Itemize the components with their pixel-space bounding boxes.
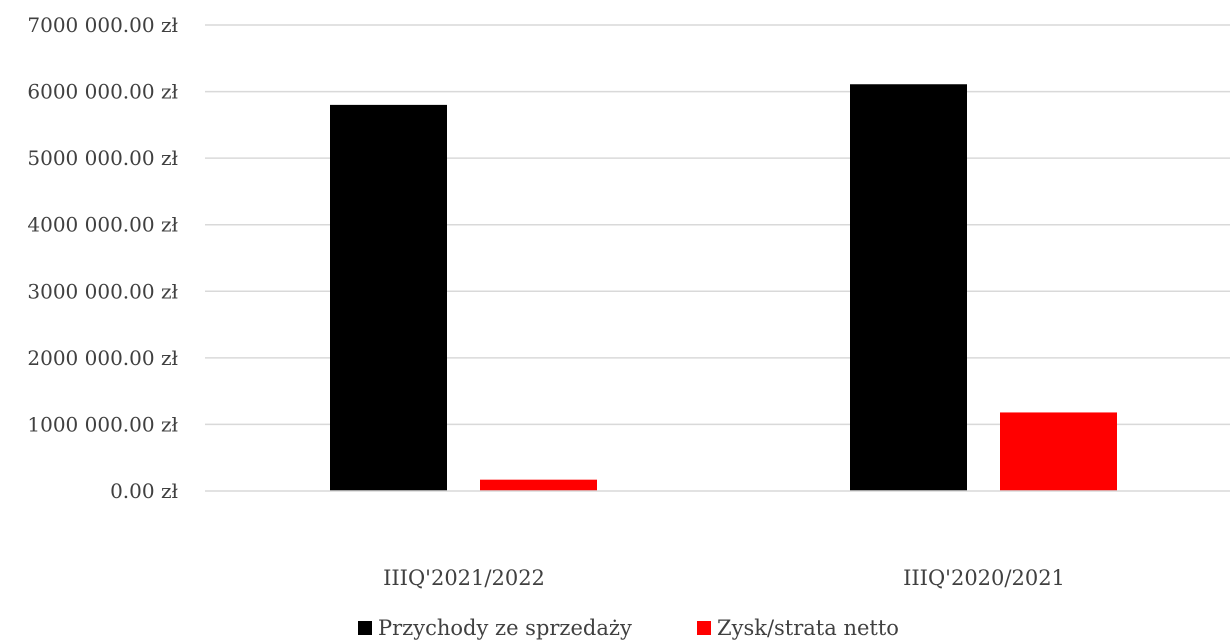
bars <box>330 84 1117 492</box>
y-tick-label: 2000 000.00 zł <box>27 346 178 370</box>
legend-label: Zysk/strata netto <box>717 616 899 640</box>
bar <box>330 104 447 491</box>
legend-label: Przychody ze sprzedaży <box>378 616 632 640</box>
x-category-label: IIIQ'2021/2022 <box>383 566 545 590</box>
x-axis-category-labels: IIIQ'2021/2022 IIIQ'2020/2021 <box>383 566 1065 590</box>
y-tick-label: 3000 000.00 zł <box>27 279 178 303</box>
y-axis-tick-labels: 0.00 zł 1000 000.00 zł 2000 000.00 zł 3000 … <box>27 13 178 503</box>
legend-swatch <box>697 621 711 635</box>
bar <box>480 479 597 491</box>
legend-item: Przychody ze sprzedaży <box>358 616 632 640</box>
x-category-label: IIIQ'2020/2021 <box>903 566 1065 590</box>
y-tick-label: 4000 000.00 zł <box>27 213 178 237</box>
y-tick-label: 0.00 zł <box>110 479 178 503</box>
bar <box>1000 412 1117 491</box>
legend: Przychody ze sprzedaży Zysk/strata netto <box>358 616 899 640</box>
legend-swatch <box>358 621 372 635</box>
bar <box>850 84 967 492</box>
y-tick-label: 5000 000.00 zł <box>27 146 178 170</box>
y-tick-label: 7000 000.00 zł <box>27 13 178 37</box>
legend-item: Zysk/strata netto <box>697 616 899 640</box>
y-tick-label: 1000 000.00 zł <box>27 412 178 436</box>
y-tick-label: 6000 000.00 zł <box>27 80 178 104</box>
